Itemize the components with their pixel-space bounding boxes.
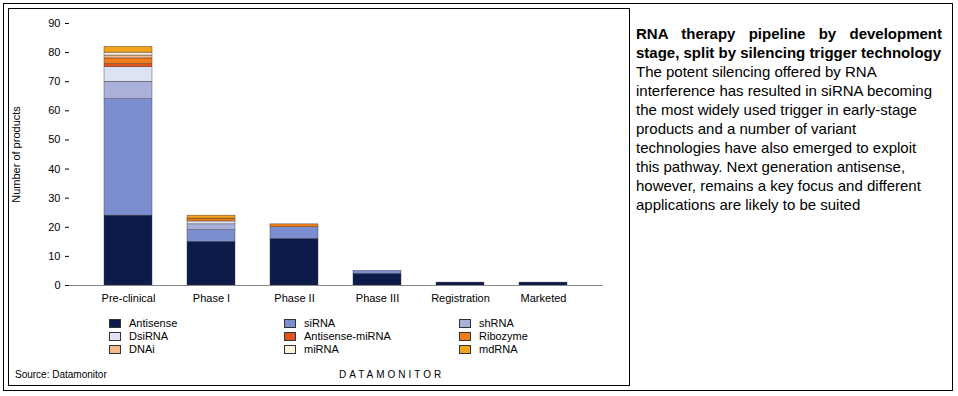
html-text:DNAi: DNAi bbox=[129, 343, 155, 355]
html-text:mdRNA: mdRNA bbox=[479, 343, 518, 355]
html-text:miRNA: miRNA bbox=[304, 343, 339, 355]
svg-text:Marketed: Marketed bbox=[521, 292, 567, 304]
html-text:Ribozyme: Ribozyme bbox=[479, 330, 528, 342]
svg-text:Pre-clinical: Pre-clinical bbox=[102, 292, 156, 304]
svg-text:90: 90 bbox=[48, 17, 60, 29]
svg-text:0: 0 bbox=[54, 279, 60, 291]
svg-text:20: 20 bbox=[48, 221, 60, 233]
svg-text:70: 70 bbox=[48, 75, 60, 87]
html-text:Antisense: Antisense bbox=[129, 317, 178, 329]
html-text:siRNA: siRNA bbox=[304, 317, 336, 329]
svg-text:Phase III: Phase III bbox=[356, 292, 399, 304]
html-text:Source: Datamonitor: Source: Datamonitor bbox=[15, 369, 107, 380]
svg-text:50: 50 bbox=[48, 133, 60, 145]
html-text:Antisense-miRNA: Antisense-miRNA bbox=[304, 330, 391, 342]
html-text:DsiRNA: DsiRNA bbox=[129, 330, 169, 342]
html-text:shRNA: shRNA bbox=[479, 317, 514, 329]
svg-text:10: 10 bbox=[48, 250, 60, 262]
html-text:The potent silencing offered b: The potent silencing offered by RNA inte… bbox=[636, 63, 932, 213]
svg-text:30: 30 bbox=[48, 192, 60, 204]
html-text:DATAMONITOR: DATAMONITOR bbox=[339, 369, 445, 380]
svg-text:60: 60 bbox=[48, 104, 60, 116]
svg-text:Registration: Registration bbox=[431, 292, 490, 304]
html-text:RNA therapy pipeline by develo: RNA therapy pipeline by development stag… bbox=[636, 25, 942, 61]
svg-text:40: 40 bbox=[48, 163, 60, 175]
svg-text:80: 80 bbox=[48, 46, 60, 58]
svg-text:Number of products: Number of products bbox=[10, 106, 22, 203]
svg-text:Phase II: Phase II bbox=[274, 292, 314, 304]
svg-text:Phase I: Phase I bbox=[193, 292, 230, 304]
